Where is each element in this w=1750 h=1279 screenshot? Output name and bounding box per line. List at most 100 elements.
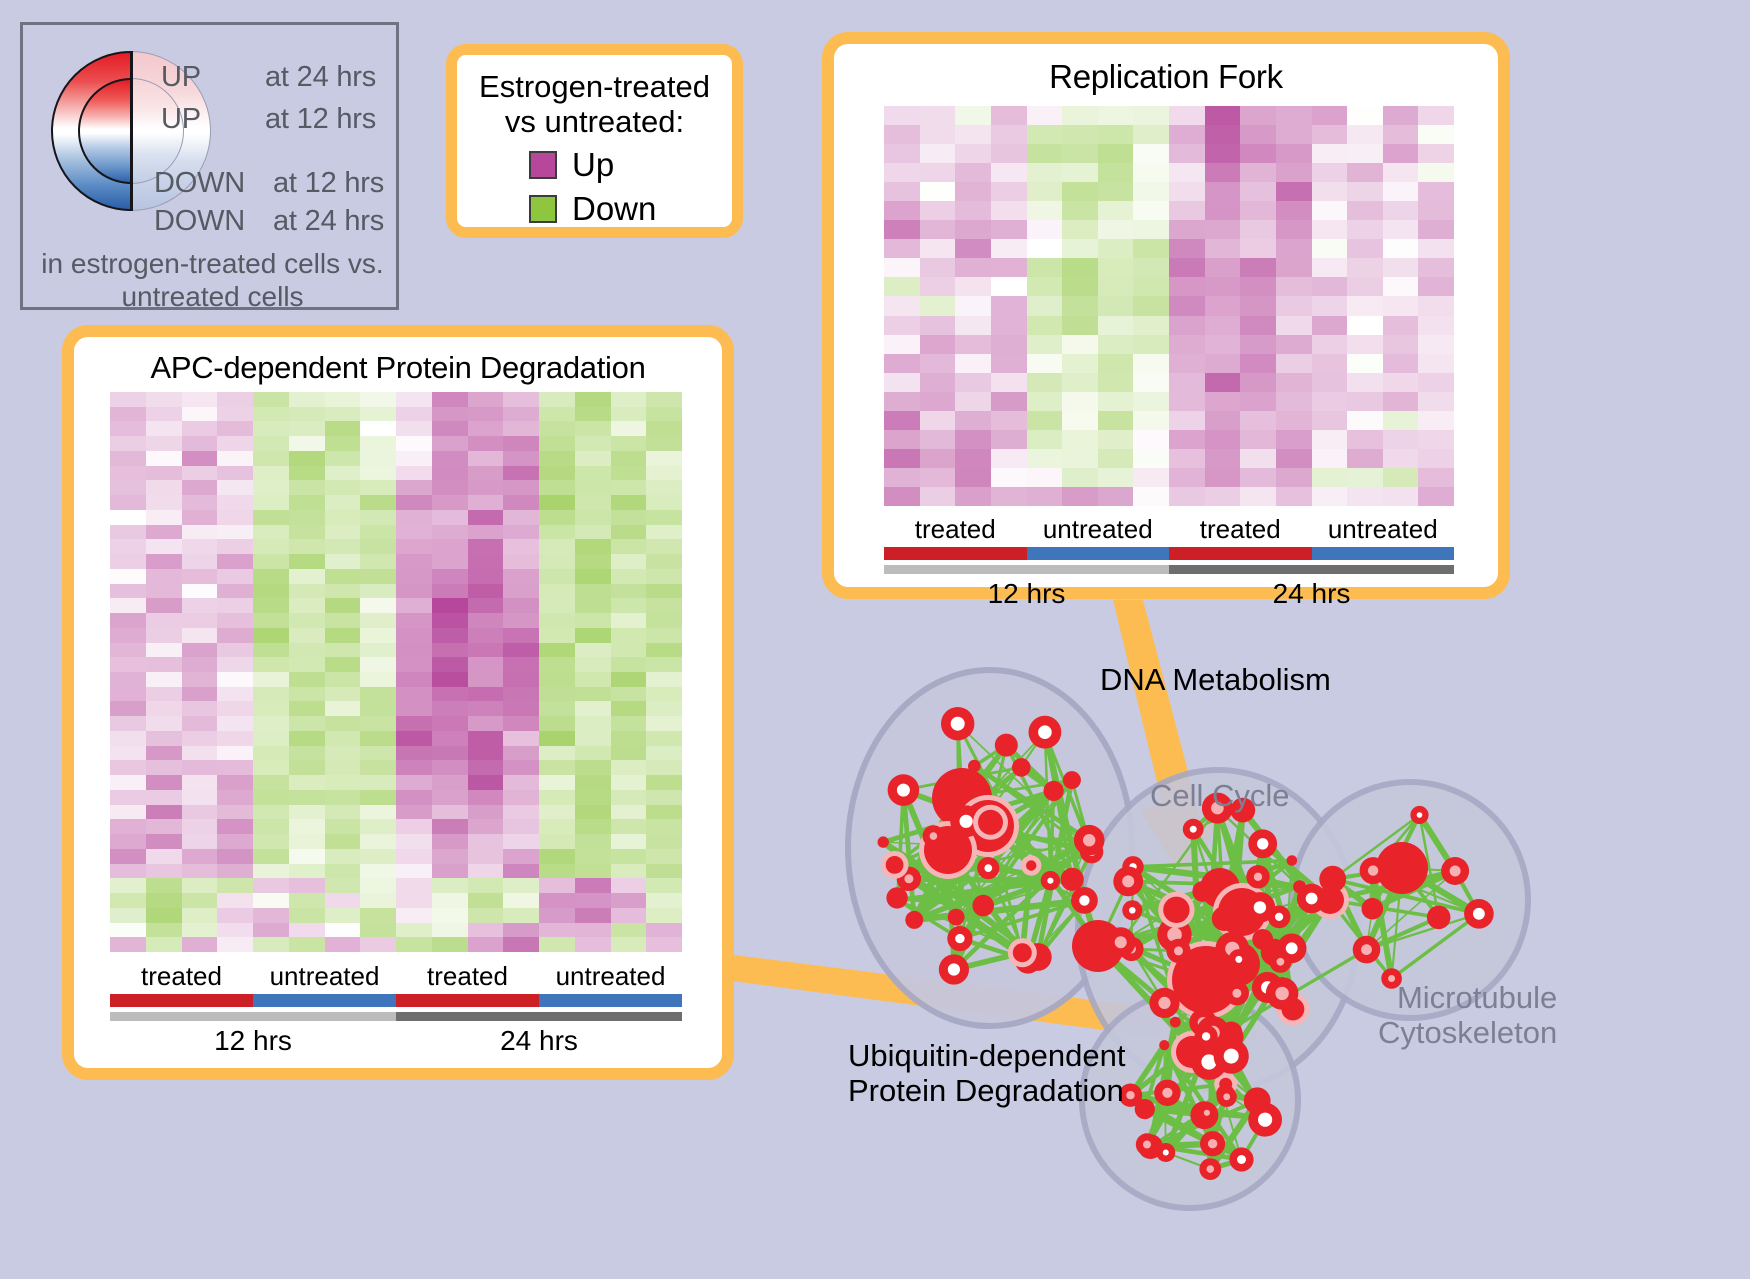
heatmap-cell	[1418, 277, 1454, 297]
heatmap-cell	[646, 421, 682, 437]
heatmap-cell	[1204, 315, 1241, 335]
heatmap-cell	[360, 568, 396, 584]
heatmap-cell	[1240, 106, 1276, 126]
heatmap-cell	[574, 672, 611, 687]
heatmap-cell	[884, 163, 920, 183]
network-edge	[958, 898, 1087, 941]
condition-bar-segment	[1026, 547, 1169, 560]
heatmap-cell	[503, 760, 539, 776]
heatmap-cell	[610, 421, 647, 437]
heatmap-cell	[1311, 239, 1348, 259]
network-node	[1192, 881, 1214, 902]
heatmap-cell	[324, 775, 361, 790]
heatmap-cell	[1133, 106, 1169, 126]
heatmap-cell	[990, 182, 1027, 202]
network-node-core	[1114, 936, 1127, 949]
heatmap-cell	[1097, 467, 1134, 487]
network-edge	[1365, 870, 1456, 951]
heatmap-cell	[1062, 486, 1098, 506]
heatmap-cell	[539, 554, 575, 569]
heatmap-cell	[145, 436, 182, 451]
heatmap-cell	[396, 775, 432, 790]
heatmap-cell	[1133, 277, 1169, 297]
heatmap-cell	[990, 391, 1027, 411]
heatmap-cell	[1062, 410, 1098, 430]
up-down-circle-diagram	[51, 51, 211, 236]
heatmap-cell	[181, 509, 218, 525]
heatmap-cell	[1133, 353, 1169, 373]
heatmap-cell	[217, 465, 253, 481]
heatmap-cell	[217, 922, 253, 938]
heatmap-cell	[253, 642, 289, 658]
network-node-core	[1388, 975, 1396, 982]
heatmap-cell	[919, 144, 956, 164]
heatmap-cell	[539, 480, 575, 496]
heatmap-cell	[1311, 448, 1348, 468]
heatmap-cell	[324, 524, 361, 540]
heatmap-cell	[360, 716, 396, 731]
heatmap-cell	[360, 907, 396, 923]
heatmap-cell	[1097, 239, 1134, 259]
heatmap-cell	[110, 701, 146, 717]
heatmap-cell	[110, 539, 146, 555]
heatmap-cell	[539, 686, 575, 702]
heatmap-cell	[646, 627, 682, 643]
heatmap-cell	[324, 878, 361, 894]
heatmap-cell	[574, 686, 611, 702]
heatmap-cell	[145, 598, 182, 614]
heatmap-cell	[1347, 372, 1383, 392]
heatmap-cell	[539, 392, 575, 407]
heatmap-cell	[610, 627, 647, 643]
heatmap-cell	[396, 716, 432, 731]
condition-color-bar-apc	[110, 994, 682, 1007]
heatmap-cell	[253, 878, 289, 894]
heatmap-cell	[1275, 467, 1312, 487]
heatmap-cell	[610, 893, 647, 908]
heatmap-cell	[181, 480, 218, 496]
heatmap-cell	[610, 775, 647, 790]
heatmap-cell	[181, 804, 218, 820]
heatmap-cell	[646, 834, 682, 849]
heatmap-cell	[1026, 258, 1063, 278]
heatmap-cell	[145, 922, 182, 938]
heatmap-cell	[1026, 334, 1063, 354]
heatmap-cell	[217, 509, 253, 525]
heatmap-cell	[1097, 201, 1134, 221]
heatmap-cell	[574, 760, 611, 776]
heatmap-cell	[110, 465, 146, 481]
heatmap-cell	[253, 907, 289, 923]
heatmap-cell	[467, 730, 504, 746]
heatmap-cell	[1204, 372, 1241, 392]
heatmap-cell	[610, 730, 647, 746]
heatmap-cell	[110, 421, 146, 437]
heatmap-cell	[610, 672, 647, 687]
heatmap-cell	[396, 509, 432, 525]
heatmap-cell	[574, 480, 611, 496]
heatmap-cell	[253, 480, 289, 496]
heatmap-cell	[574, 893, 611, 908]
network-node-core	[1223, 1093, 1231, 1101]
network-node	[1376, 842, 1428, 894]
heatmap-cell	[574, 539, 611, 555]
heatmap-cell	[884, 486, 920, 506]
heatmap-cell	[1418, 391, 1454, 411]
heatmap-cell	[1347, 353, 1383, 373]
heatmap-cell	[360, 745, 396, 761]
heatmap-cell	[1204, 391, 1241, 411]
heatmap-cell	[217, 554, 253, 569]
heatmap-cell	[990, 467, 1027, 487]
heatmap-cell	[288, 568, 325, 584]
heatmap-cell	[574, 922, 611, 938]
heatmap-cell	[360, 509, 396, 525]
heatmap-cell	[574, 642, 611, 658]
heatmap-cell	[646, 480, 682, 496]
heatmap-cell	[539, 598, 575, 614]
heatmap-cell	[574, 819, 611, 835]
heatmap-cell	[539, 937, 575, 952]
heatmap-cell	[431, 863, 468, 879]
heatmap-cell	[145, 657, 182, 672]
heatmap-cell	[360, 760, 396, 776]
heatmap-cell	[990, 315, 1027, 335]
heatmap-cell	[431, 804, 468, 820]
heatmap-cell	[1311, 220, 1348, 240]
